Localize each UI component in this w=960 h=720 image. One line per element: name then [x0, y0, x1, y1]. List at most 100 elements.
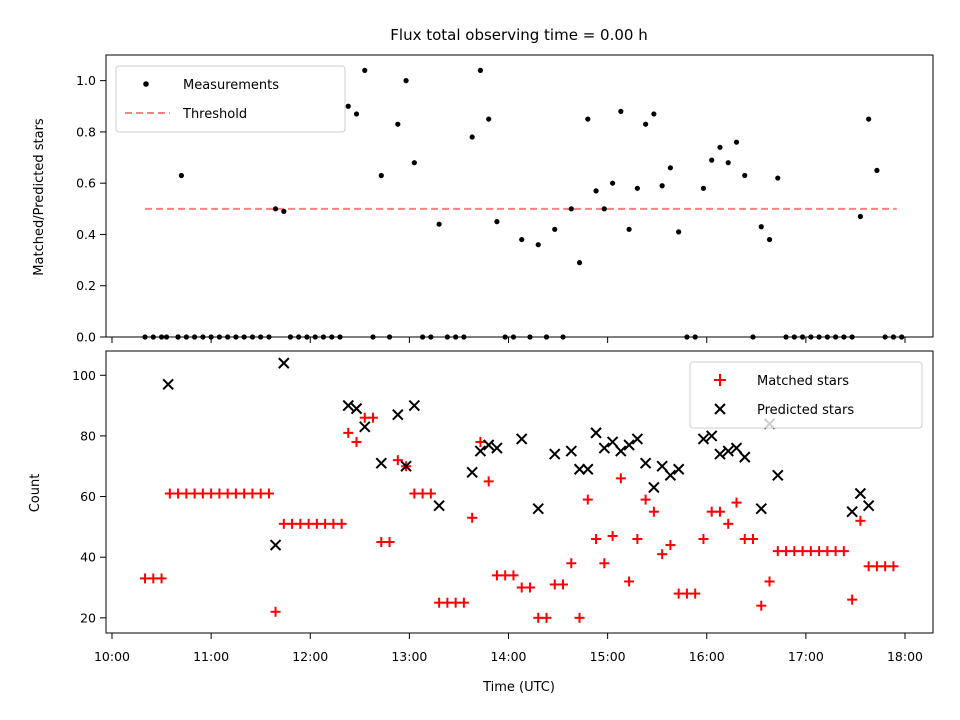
measurement-point: [208, 334, 214, 340]
matched-star-point: [599, 558, 610, 569]
measurement-point: [742, 172, 748, 179]
measurement-point: [216, 334, 222, 340]
ratio-y-axis-label: Matched/Predicted stars: [32, 118, 47, 276]
predicted-star-point: [573, 463, 586, 475]
measurement-point: [287, 334, 294, 340]
measurement-point: [552, 226, 558, 232]
x-tick-label: 10:00: [94, 649, 130, 664]
measurement-point: [296, 334, 302, 340]
count-y-tick-label: 20: [80, 610, 96, 625]
measurement-point: [453, 334, 459, 340]
predicted-star-point: [656, 460, 668, 472]
measurement-point: [502, 334, 508, 340]
predicted-star-point: [639, 457, 652, 469]
measurement-point: [576, 260, 583, 266]
matched-star-point: [384, 537, 395, 548]
matched-star-point: [847, 594, 858, 605]
legend-predicted-label: Predicted stars: [757, 403, 854, 418]
predicted-star-point: [697, 433, 710, 445]
ratio-y-tick-label: 0.0: [76, 330, 96, 345]
predicted-star-point: [278, 357, 290, 369]
matched-star-point: [624, 576, 635, 587]
measurement-point: [494, 219, 500, 225]
predicted-star-point: [862, 499, 875, 512]
measurement-point: [659, 183, 665, 189]
predicted-star-point: [474, 445, 487, 457]
predicted-star-point: [846, 506, 858, 518]
matched-star-point: [764, 576, 775, 587]
measurement-point: [386, 334, 393, 340]
predicted-star-point: [342, 399, 354, 412]
measurement-point: [700, 185, 707, 191]
measurement-point: [816, 334, 822, 340]
ratio-y-tick-label: 0.4: [76, 227, 96, 242]
measurement-point: [337, 334, 343, 340]
measurement-point: [833, 334, 839, 340]
predicted-star-point: [269, 539, 282, 551]
matched-star-point: [756, 600, 767, 611]
measurement-point: [370, 334, 376, 340]
matched-star-point: [648, 506, 659, 517]
matched-star-point: [263, 488, 274, 499]
predicted-star-point: [400, 460, 412, 472]
legend-matched-label: Matched stars: [757, 374, 849, 389]
x-tick-label: 18:00: [887, 649, 923, 664]
measurement-point: [477, 67, 484, 73]
measurement-point: [395, 121, 401, 127]
matched-star-point: [698, 534, 709, 544]
matched-star-point: [838, 546, 849, 557]
matched-star-point: [665, 540, 676, 551]
predicted-star-point: [705, 430, 718, 442]
measurement-point: [725, 160, 731, 166]
predicted-star-point: [565, 445, 577, 457]
measurement-point: [799, 334, 806, 340]
matched-star-point: [640, 494, 651, 505]
predicted-star-point: [772, 469, 784, 482]
measurement-point: [486, 116, 492, 122]
measurement-point: [791, 334, 797, 340]
count-legend: Matched stars Predicted stars: [689, 361, 923, 429]
measurement-point: [175, 334, 181, 340]
measurement-point: [163, 334, 170, 340]
predicted-star-point: [350, 402, 363, 415]
measurement-point: [519, 236, 525, 243]
matched-star-point: [888, 561, 899, 572]
measurement-point: [775, 175, 781, 181]
measurement-point: [651, 111, 657, 117]
measurement-point: [824, 334, 830, 340]
measurement-point: [667, 165, 674, 171]
measurement-point: [527, 334, 533, 340]
legend-matched-marker: [714, 374, 726, 386]
predicted-star-point: [392, 408, 404, 421]
measurement-point: [866, 116, 872, 122]
predicted-star-point: [739, 451, 751, 463]
count-y-tick-label: 40: [80, 550, 96, 565]
measurement-point: [353, 111, 360, 117]
matched-star-point: [524, 582, 535, 593]
measurement-point: [249, 334, 256, 340]
measurement-point: [857, 213, 863, 220]
predicted-star-point: [408, 399, 421, 412]
predicted-star-point: [516, 433, 528, 445]
matched-star-point: [714, 506, 725, 517]
measurement-point: [585, 116, 591, 122]
predicted-star-point: [664, 469, 677, 482]
x-tick-label: 12:00: [292, 649, 328, 664]
matched-star-point: [541, 612, 552, 623]
predicted-star-point: [615, 445, 627, 457]
measurement-point: [266, 334, 272, 340]
matched-star-point: [156, 573, 167, 584]
legend-measurements-marker: [143, 81, 149, 87]
predicted-star-point: [491, 442, 503, 454]
matched-star-point: [270, 606, 281, 617]
predicted-star-point: [482, 439, 495, 451]
measurement-point: [281, 208, 287, 214]
measurement-point: [634, 185, 640, 191]
measurement-point: [329, 334, 335, 340]
measurement-point: [808, 334, 814, 340]
x-tick-label: 17:00: [788, 649, 824, 664]
measurement-point: [428, 334, 434, 340]
predicted-star-point: [648, 481, 660, 494]
measurement-point: [258, 334, 264, 340]
measurement-point: [142, 334, 148, 340]
